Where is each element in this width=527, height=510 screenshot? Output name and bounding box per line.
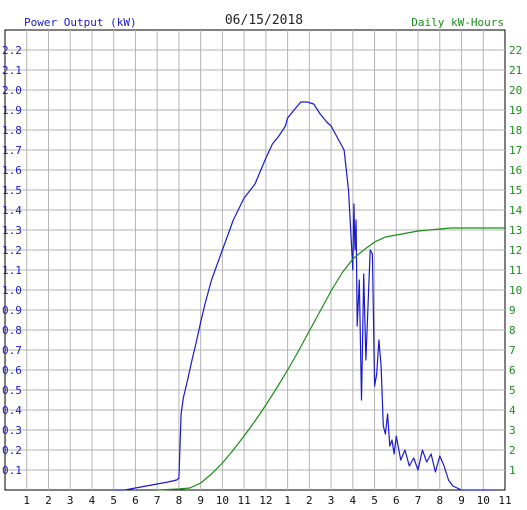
x-tick-label: 6 [393,494,400,507]
left-tick-label: 1.3 [2,224,22,237]
left-axis-title: Power Output (kW) [24,16,137,29]
right-tick-label: 11 [509,264,522,277]
right-tick-label: 1 [509,464,516,477]
left-tick-label: 1.8 [2,124,22,137]
left-tick-label: 2.2 [2,44,22,57]
x-tick-label: 8 [436,494,443,507]
right-tick-label: 12 [509,244,522,257]
left-tick-label: 1.7 [2,144,22,157]
x-tick-label: 3 [67,494,74,507]
x-tick-label: 8 [176,494,183,507]
left-tick-label: 1.5 [2,184,22,197]
left-tick-label: 1.4 [2,204,22,217]
left-tick-label: 0.3 [2,424,22,437]
right-tick-label: 3 [509,424,516,437]
x-tick-label: 10 [477,494,490,507]
right-tick-label: 15 [509,184,522,197]
chart-title-date: 06/15/2018 [225,13,303,28]
series-layer [113,101,505,491]
x-tick-label: 10 [216,494,229,507]
x-tick-label: 3 [328,494,335,507]
left-tick-label: 0.2 [2,444,22,457]
x-tick-label: 2 [306,494,313,507]
right-tick-label: 2 [509,444,516,457]
right-tick-label: 10 [509,284,522,297]
right-tick-label: 18 [509,124,522,137]
left-tick-label: 0.5 [2,384,22,397]
right-tick-label: 20 [509,84,522,97]
right-tick-label: 5 [509,384,516,397]
left-tick-label: 2.0 [2,84,22,97]
x-tick-label: 4 [350,494,357,507]
right-tick-label: 4 [509,404,516,417]
x-tick-label: 5 [371,494,378,507]
plot-area [4,29,506,491]
right-tick-label: 22 [509,44,522,57]
right-axis-title: Daily kW-Hours [411,16,504,29]
right-tick-label: 17 [509,144,522,157]
left-tick-label: 1.6 [2,164,22,177]
left-tick-label: 0.7 [2,344,22,357]
right-tick-label: 14 [509,204,523,217]
left-axis: 0.1 0.2 0.3 0.4 0.5 0.6 0.7 0.8 0.9 1.0 1.1 1.2 1.3 1… [2,44,22,477]
x-tick-label: 2 [45,494,52,507]
right-tick-label: 19 [509,104,522,117]
x-tick-label: 6 [132,494,139,507]
left-tick-label: 0.4 [2,404,22,417]
x-tick-label: 1 [23,494,30,507]
right-tick-label: 6 [509,364,516,377]
right-tick-label: 9 [509,304,516,317]
right-tick-label: 21 [509,64,522,77]
x-tick-label: 1 [284,494,291,507]
grid-lines [5,30,505,490]
left-tick-label: 1.9 [2,104,22,117]
right-tick-label: 7 [509,344,516,357]
x-tick-label: 11 [498,494,511,507]
power-series-line [113,101,495,491]
x-tick-label: 5 [110,494,117,507]
x-tick-label: 12 [259,494,272,507]
x-tick-label: 9 [197,494,204,507]
right-tick-label: 13 [509,224,522,237]
left-tick-label: 1.1 [2,264,22,277]
left-tick-label: 2.1 [2,64,22,77]
left-tick-label: 0.6 [2,364,22,377]
x-tick-label: 9 [458,494,465,507]
right-tick-label: 8 [509,324,516,337]
energy-series-line [157,227,505,491]
x-tick-label: 7 [154,494,161,507]
left-tick-label: 1.0 [2,284,22,297]
x-tick-label: 7 [415,494,422,507]
x-axis: 1 2 3 4 5 6 7 8 9 10 11 12 1 2 3 4 5 6 7 8 9 10 11 [23,494,511,507]
left-tick-label: 1.2 [2,244,22,257]
right-tick-label: 16 [509,164,522,177]
left-tick-label: 0.1 [2,464,22,477]
x-tick-label: 4 [89,494,96,507]
left-tick-label: 0.8 [2,324,22,337]
x-tick-label: 11 [238,494,251,507]
left-tick-label: 0.9 [2,304,22,317]
